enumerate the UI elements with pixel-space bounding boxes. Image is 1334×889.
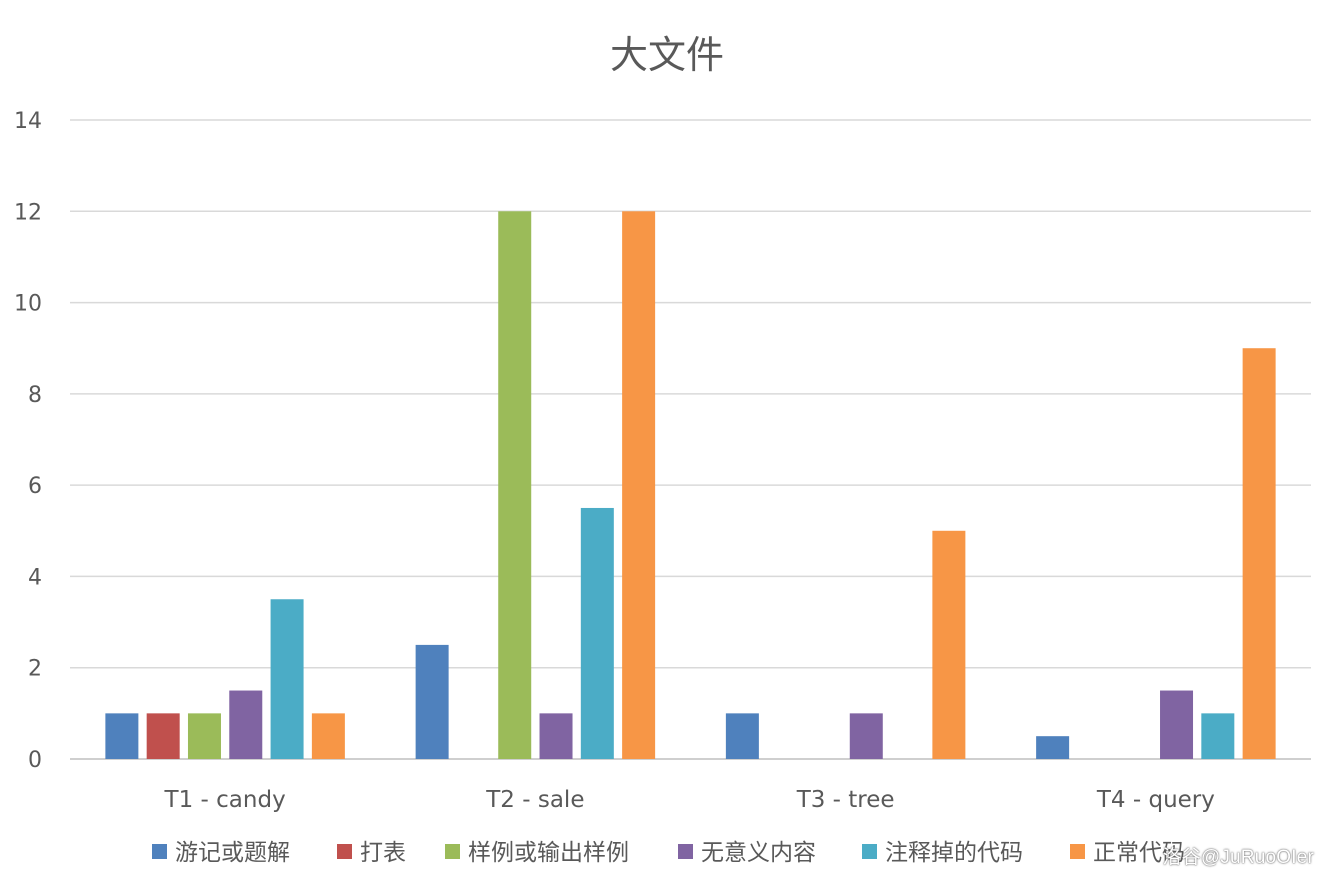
- legend-label: 样例或输出样例: [468, 840, 629, 866]
- bar: [187, 713, 221, 759]
- y-axis-ticks: 0 2 4 6 8 10 12 14: [14, 109, 42, 773]
- gridlines: [70, 119, 1311, 760]
- x-category-label: T3 - tree: [796, 787, 895, 813]
- bar: [415, 644, 449, 759]
- bar: [539, 713, 573, 759]
- bar: [229, 690, 263, 759]
- bar: [849, 713, 883, 759]
- legend-swatch: [678, 844, 693, 859]
- y-tick-label: 2: [28, 657, 42, 682]
- legend-label: 游记或题解: [175, 840, 290, 866]
- legend-swatch: [862, 844, 877, 859]
- bar: [146, 713, 180, 759]
- x-category-label: T4 - query: [1096, 787, 1215, 813]
- watermark: 洛谷@JuRuoOIer: [1162, 847, 1314, 868]
- bar: [725, 713, 759, 759]
- bar: [932, 530, 966, 759]
- bars: [105, 211, 1276, 760]
- x-category-label: T2 - sale: [485, 787, 584, 813]
- y-tick-label: 0: [28, 748, 42, 773]
- bar: [311, 713, 345, 759]
- chart-title: 大文件: [610, 33, 724, 77]
- y-tick-label: 14: [14, 109, 42, 134]
- bar: [1036, 736, 1070, 759]
- bar: [580, 507, 614, 759]
- legend-swatch: [337, 844, 352, 859]
- legend-swatch: [1070, 844, 1085, 859]
- legend-label: 打表: [360, 840, 406, 866]
- y-tick-label: 8: [28, 383, 42, 408]
- y-tick-label: 6: [28, 474, 42, 499]
- y-tick-label: 10: [14, 292, 42, 317]
- y-tick-label: 12: [14, 200, 42, 225]
- bar: [105, 713, 139, 759]
- x-category-label: T1 - candy: [164, 787, 286, 813]
- bar: [1242, 348, 1276, 759]
- x-axis-categories: T1 - candy T2 - sale T3 - tree T4 - query: [164, 787, 1215, 813]
- bar: [270, 599, 304, 759]
- legend: 游记或题解 打表 样例或输出样例 无意义内容 注释掉的代码 正常代码: [152, 840, 1185, 866]
- legend-label: 正常代码: [1093, 840, 1185, 866]
- legend-label: 注释掉的代码: [885, 840, 1023, 866]
- legend-swatch: [445, 844, 460, 859]
- bar: [498, 211, 532, 760]
- bar: [1201, 713, 1235, 759]
- y-tick-label: 4: [28, 565, 42, 590]
- legend-label: 无意义内容: [701, 840, 816, 866]
- legend-swatch: [152, 844, 167, 859]
- bar: [622, 211, 656, 760]
- bar: [1160, 690, 1194, 759]
